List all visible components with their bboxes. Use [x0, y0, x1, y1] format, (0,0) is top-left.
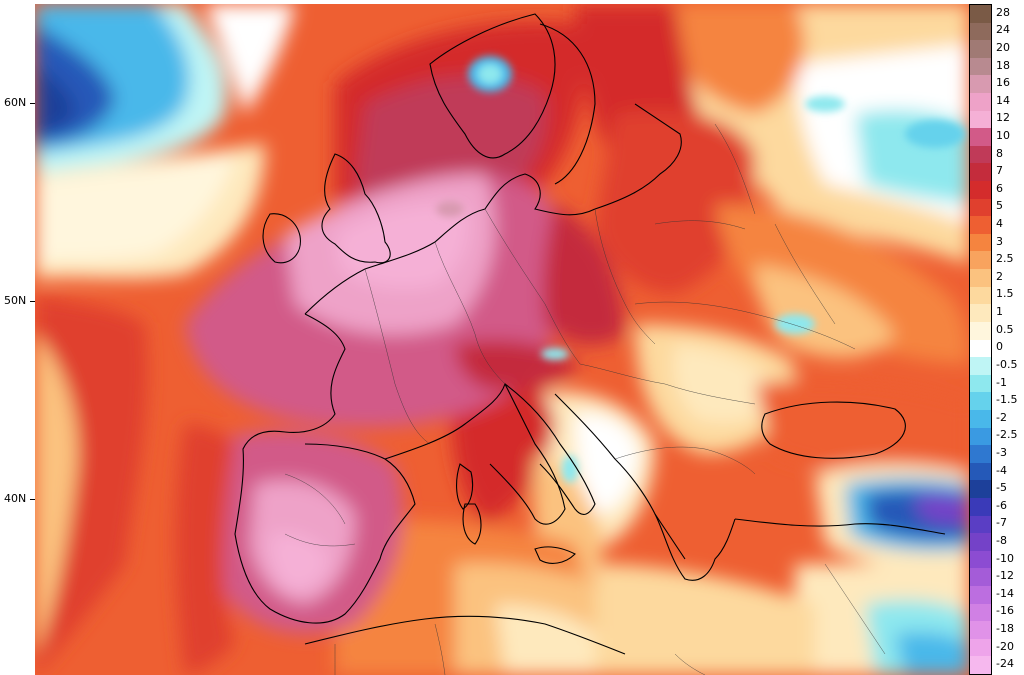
- legend-swatch: [970, 128, 991, 147]
- legend-swatch: [970, 550, 991, 569]
- legend-label: -18: [996, 621, 1014, 635]
- legend-swatch: [970, 638, 991, 657]
- legend-swatch: [970, 621, 991, 640]
- legend-swatch: [970, 216, 991, 235]
- legend-label: -0.5: [996, 357, 1018, 371]
- legend-label: 2.5: [996, 252, 1014, 266]
- legend-label: -16: [996, 604, 1014, 618]
- lat-tick-40n: [30, 499, 36, 500]
- legend-label: -4: [996, 463, 1007, 477]
- legend-label: 10: [996, 129, 1010, 143]
- legend-label: -3: [996, 445, 1007, 459]
- legend-swatch: [970, 462, 991, 481]
- legend-swatch: [970, 321, 991, 340]
- legend-swatch: [970, 339, 991, 358]
- lat-label-50n: 50N: [4, 294, 27, 307]
- legend-swatch: [970, 409, 991, 428]
- legend-swatch: [970, 497, 991, 517]
- legend-label: 24: [996, 23, 1010, 37]
- legend-swatch: [970, 75, 991, 94]
- legend-swatch: [970, 145, 991, 164]
- legend-swatch: [970, 57, 991, 76]
- legend-swatch: [970, 269, 991, 288]
- legend-labels: 28 24 20 18 16 14 12 10 8 7 6 5 4 3 2.5 2 1.5 1 0.5 0 -0.5 -1…: [994, 4, 1024, 675]
- legend-label: 6: [996, 181, 1003, 195]
- legend-swatch: [970, 304, 991, 323]
- legend-swatch: [970, 374, 991, 393]
- legend-swatch: [970, 357, 991, 376]
- legend-label: -8: [996, 533, 1007, 547]
- legend-swatch: [970, 181, 991, 200]
- anomaly-map[interactable]: [35, 4, 969, 675]
- field-layers: [35, 4, 969, 675]
- legend-label: 20: [996, 41, 1010, 54]
- legend-label: 8: [996, 146, 1003, 160]
- borders: [284, 123, 886, 675]
- legend-label: -24: [996, 657, 1014, 671]
- legend-label: -14: [996, 586, 1014, 600]
- anomaly-map-canvas: [35, 4, 969, 675]
- legend-swatch: [970, 198, 991, 217]
- legend-swatch: [970, 392, 991, 411]
- legend-label: -2: [996, 410, 1007, 424]
- legend-label: 1: [996, 305, 1003, 319]
- lat-label-40n: 40N: [4, 492, 27, 505]
- legend-label: 16: [996, 76, 1010, 90]
- legend-swatch: [970, 656, 991, 675]
- legend-swatch: [970, 427, 991, 446]
- legend-label: 1.5: [996, 287, 1014, 301]
- legend-label: 0: [996, 340, 1003, 354]
- legend-label: -12: [996, 569, 1014, 583]
- legend-label: 3: [996, 234, 1003, 248]
- legend-label: 28: [996, 5, 1010, 19]
- legend-swatch: [970, 93, 991, 112]
- legend-swatch: [970, 603, 991, 622]
- legend-label: 0.5: [996, 322, 1014, 336]
- legend-label: 18: [996, 58, 1010, 72]
- legend-label: -1: [996, 375, 1007, 389]
- legend-swatch: [970, 251, 991, 270]
- lat-tick-60n: [30, 103, 36, 104]
- legend-label: -2.5: [996, 428, 1018, 442]
- legend-label: -10: [996, 551, 1014, 565]
- legend-label: 12: [996, 111, 1010, 125]
- field-detail: [436, 56, 965, 483]
- legend-swatch: [970, 480, 991, 499]
- legend-swatch: [970, 445, 991, 464]
- legend-swatch: [970, 40, 991, 59]
- legend-swatch: [970, 5, 991, 24]
- lat-label-60n: 60N: [4, 96, 27, 109]
- coastlines: [234, 13, 946, 655]
- legend-swatch: [970, 568, 991, 587]
- legend-colorbar: [969, 4, 992, 675]
- legend-label: 5: [996, 199, 1003, 213]
- legend-swatch: [970, 533, 991, 552]
- legend-swatch: [970, 110, 991, 129]
- legend-swatch: [970, 585, 991, 605]
- legend-swatch: [970, 163, 991, 182]
- legend-label: 4: [996, 217, 1003, 231]
- legend-swatch: [970, 22, 991, 41]
- legend-swatch: [970, 286, 991, 305]
- legend-swatch: [970, 233, 991, 252]
- legend-label: 7: [996, 164, 1003, 178]
- legend-label: -7: [996, 516, 1007, 530]
- legend-label: -20: [996, 639, 1014, 653]
- legend-label: 14: [996, 93, 1010, 107]
- legend-label: 2: [996, 269, 1003, 283]
- legend-label: -1.5: [996, 393, 1018, 407]
- legend-swatch: [970, 515, 991, 534]
- legend-label: -6: [996, 498, 1007, 512]
- legend-label: -5: [996, 481, 1007, 495]
- lat-tick-50n: [30, 301, 36, 302]
